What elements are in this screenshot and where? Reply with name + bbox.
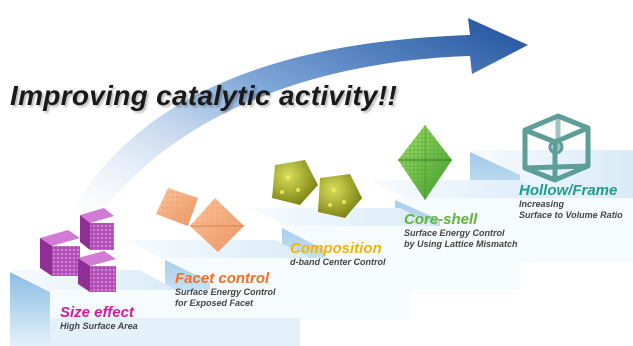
- step-description: Increasing: [519, 199, 565, 209]
- step-heading: Size effect: [60, 304, 134, 321]
- step-size-effect: Size effect High Surface Area: [60, 304, 138, 332]
- improvement-arrow: [70, 18, 528, 225]
- step-description: d-band Center Control: [290, 257, 386, 267]
- staircase: [10, 150, 633, 346]
- step-description: Surface Energy Control: [404, 228, 505, 238]
- step-heading: Facet control: [175, 270, 270, 287]
- step-description: by Using Lattice Mismatch: [404, 239, 518, 249]
- step-description: Surface to Volume Ratio: [519, 210, 623, 220]
- step-description: for Exposed Facet: [175, 298, 254, 308]
- step-hollow-frame: Hollow/Frame Increasing Surface to Volum…: [519, 182, 623, 221]
- purple-cubes-icon: [40, 208, 116, 292]
- step-composition: Composition d-band Center Control: [290, 240, 386, 268]
- step-heading: Core-shell: [404, 211, 478, 228]
- orange-octahedra-icon: [156, 188, 244, 252]
- step-heading: Composition: [290, 240, 382, 257]
- diagram-title: Improving catalytic activity!!: [10, 80, 398, 111]
- teal-hollow-frame-icon: [522, 113, 591, 183]
- step-description: Surface Energy Control: [175, 287, 276, 297]
- green-core-shell-octahedron-icon: [398, 125, 452, 200]
- step-description: High Surface Area: [60, 321, 138, 331]
- step-heading: Hollow/Frame: [519, 182, 618, 199]
- step-facet-control: Facet control Surface Energy Control for…: [175, 270, 276, 309]
- olive-alloy-crystals-icon: [272, 160, 362, 218]
- step-core-shell: Core-shell Surface Energy Control by Usi…: [404, 211, 518, 250]
